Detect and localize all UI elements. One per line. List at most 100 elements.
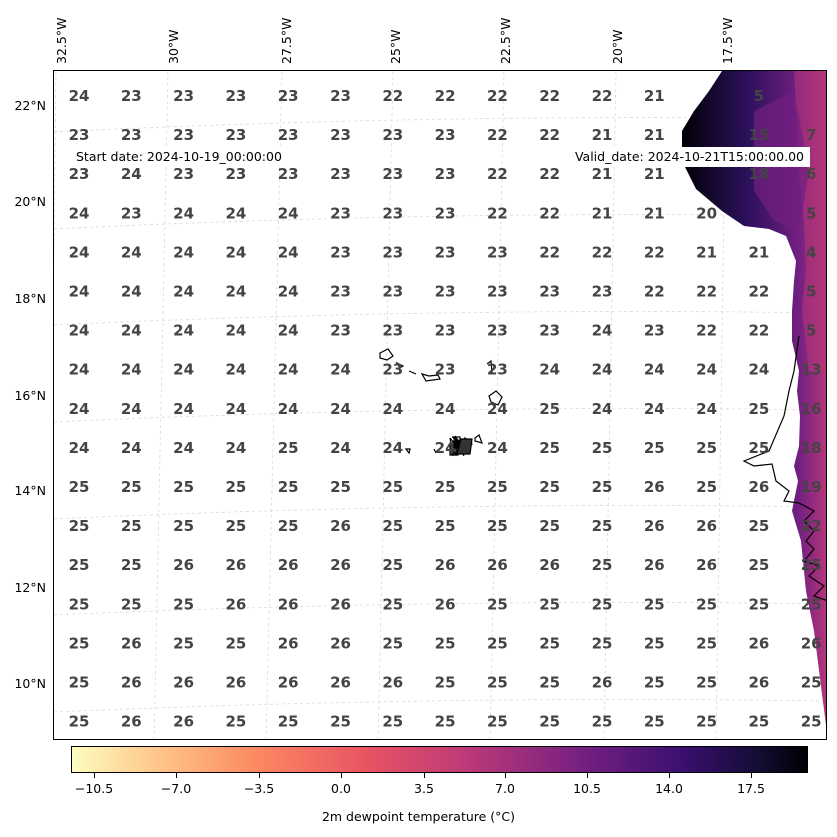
grid-value: 24 (69, 87, 90, 105)
grid-value: 23 (539, 283, 560, 301)
grid-value: 23 (330, 322, 351, 340)
grid-value: 25 (592, 556, 613, 574)
grid-value: 21 (696, 243, 717, 261)
grid-value: 25 (435, 634, 456, 652)
grid-value: 25 (592, 439, 613, 457)
grid-value: 23 (487, 283, 508, 301)
grid-value: 25 (225, 517, 246, 535)
grid-value: 24 (487, 400, 508, 418)
colorbar (71, 746, 808, 773)
grid-value: 26 (330, 634, 351, 652)
grid-value: 24 (121, 165, 142, 183)
grid-value: 24 (330, 439, 351, 457)
colorbar-tick-mark (341, 773, 342, 778)
grid-value: 24 (173, 322, 194, 340)
grid-value: 26 (382, 674, 403, 692)
grid-value: 25 (539, 517, 560, 535)
grid-value: 25 (696, 674, 717, 692)
grid-value: 24 (69, 322, 90, 340)
grid-value: 24 (173, 243, 194, 261)
colorbar-tick-label: −3.5 (243, 781, 275, 796)
grid-value: 23 (382, 126, 403, 144)
grid-value: 24 (278, 243, 299, 261)
latitude-label: 14°N (14, 483, 46, 498)
grid-value: 24 (592, 400, 613, 418)
grid-value: 25 (435, 713, 456, 731)
grid-value: 26 (696, 556, 717, 574)
grid-value: 24 (644, 361, 665, 379)
grid-value: 22 (592, 243, 613, 261)
grid-value: 21 (644, 126, 665, 144)
grid-value: 24 (121, 283, 142, 301)
grid-value: 23 (278, 126, 299, 144)
grid-value: 25 (69, 478, 90, 496)
grid-value: 23 (382, 165, 403, 183)
grid-value: 22 (539, 243, 560, 261)
grid-value: 20 (696, 204, 717, 222)
grid-value: 15 (748, 126, 769, 144)
grid-value: 25 (121, 556, 142, 574)
grid-value: 25 (330, 713, 351, 731)
grid-value: 23 (644, 322, 665, 340)
grid-value: 25 (382, 478, 403, 496)
grid-value: 25 (382, 556, 403, 574)
grid-value: 25 (801, 595, 822, 613)
grid-value: 25 (278, 517, 299, 535)
grid-value: 21 (748, 243, 769, 261)
colorbar-tick-mark (94, 773, 95, 778)
grid-value: 26 (748, 634, 769, 652)
grid-value: 26 (278, 595, 299, 613)
colorbar-tick-label: 10.5 (573, 781, 601, 796)
grid-value: 26 (748, 674, 769, 692)
grid-value: 25 (487, 674, 508, 692)
grid-value: 23 (330, 243, 351, 261)
colorbar-tick-mark (751, 773, 752, 778)
grid-value: 25 (748, 713, 769, 731)
grid-value: 23 (435, 283, 456, 301)
grid-value: 25 (696, 439, 717, 457)
colorbar-tick-mark (176, 773, 177, 778)
grid-value: 26 (173, 556, 194, 574)
grid-value: 24 (278, 361, 299, 379)
grid-value: 25 (225, 478, 246, 496)
grid-value: 22 (487, 165, 508, 183)
grid-value: 24 (225, 439, 246, 457)
grid-value: 25 (592, 634, 613, 652)
grid-value: 25 (121, 478, 142, 496)
grid-value: 21 (644, 165, 665, 183)
longitude-label: 30°W (166, 29, 181, 64)
grid-value: 23 (173, 126, 194, 144)
grid-value: 21 (592, 126, 613, 144)
grid-value: 26 (225, 674, 246, 692)
grid-value: 25 (748, 595, 769, 613)
grid-value: 26 (330, 674, 351, 692)
grid-value: 22 (539, 126, 560, 144)
grid-value: 24 (592, 361, 613, 379)
grid-value: 23 (173, 87, 194, 105)
grid-value: 22 (748, 283, 769, 301)
grid-value: 24 (173, 439, 194, 457)
latitude-label: 16°N (14, 388, 46, 403)
grid-value: 21 (592, 204, 613, 222)
latitude-label: 22°N (14, 98, 46, 113)
grid-value: 23 (435, 126, 456, 144)
grid-value: 24 (225, 243, 246, 261)
grid-value: 25 (592, 595, 613, 613)
grid-value: 22 (696, 283, 717, 301)
cape-verde-islands (379, 348, 503, 457)
grid-value: 22 (435, 87, 456, 105)
grid-value: 23 (435, 204, 456, 222)
grid-value: 25 (69, 595, 90, 613)
grid-value: 25 (382, 713, 403, 731)
dewpoint-value-grid: 24 23 23 23 23 23 22 22 22 22 22 21 5 23 23 23 23 23 23 23 2… (69, 87, 822, 731)
colorbar-tick-mark (587, 773, 588, 778)
longitude-label: 27.5°W (279, 17, 294, 64)
grid-value: 25 (435, 674, 456, 692)
grid-value: 19 (801, 478, 822, 496)
colorbar-tick-mark (669, 773, 670, 778)
map-panel[interactable]: 24 23 23 23 23 23 22 22 22 22 22 21 5 23 23 23 23 23 23 23 2… (53, 70, 827, 740)
grid-value: 24 (173, 283, 194, 301)
grid-value: 23 (330, 204, 351, 222)
longitude-label: 25°W (388, 29, 403, 64)
grid-value: 5 (806, 322, 816, 340)
